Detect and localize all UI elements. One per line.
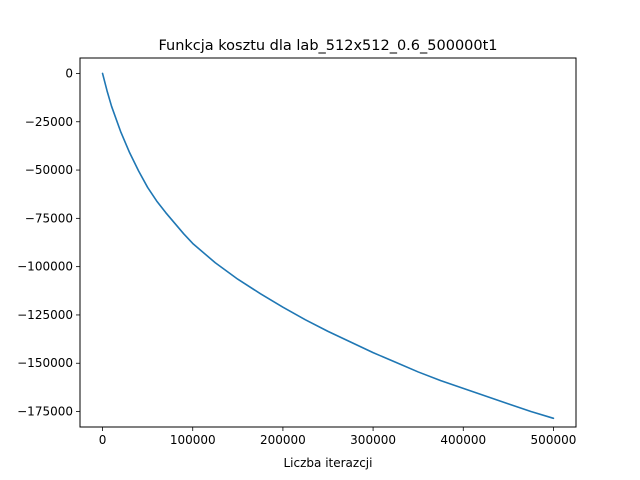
x-axis-label: Liczba iterazcji xyxy=(284,456,373,470)
plot-area xyxy=(79,57,577,428)
y-tick-label: 0 xyxy=(65,66,73,80)
series-line-0 xyxy=(101,72,555,420)
y-tick-label: −125000 xyxy=(17,308,73,322)
y-tick-label: −25000 xyxy=(25,115,73,129)
series-layer xyxy=(101,72,555,420)
x-tick-label: 400000 xyxy=(440,433,486,447)
x-axis: 0 100000 200000 300000 400000 500000 xyxy=(99,427,577,447)
x-tick-label: 300000 xyxy=(350,433,396,447)
x-tick-label: 200000 xyxy=(260,433,306,447)
chart-title: Funkcja kosztu dla lab_512x512_0.6_50000… xyxy=(158,38,497,54)
x-tick-label: 500000 xyxy=(531,433,577,447)
y-tick-label: −50000 xyxy=(25,163,73,177)
y-tick-label: −175000 xyxy=(17,405,73,419)
y-axis: 0 −25000 −50000 −75000 −100000 −125000 −150000… xyxy=(17,66,80,419)
y-tick-label: −100000 xyxy=(17,260,73,274)
x-tick-label: 100000 xyxy=(170,433,216,447)
x-tick-label: 0 xyxy=(99,433,107,447)
y-tick-label: −75000 xyxy=(25,211,73,225)
plot-frame xyxy=(79,57,577,428)
y-tick-label: −150000 xyxy=(17,356,73,370)
